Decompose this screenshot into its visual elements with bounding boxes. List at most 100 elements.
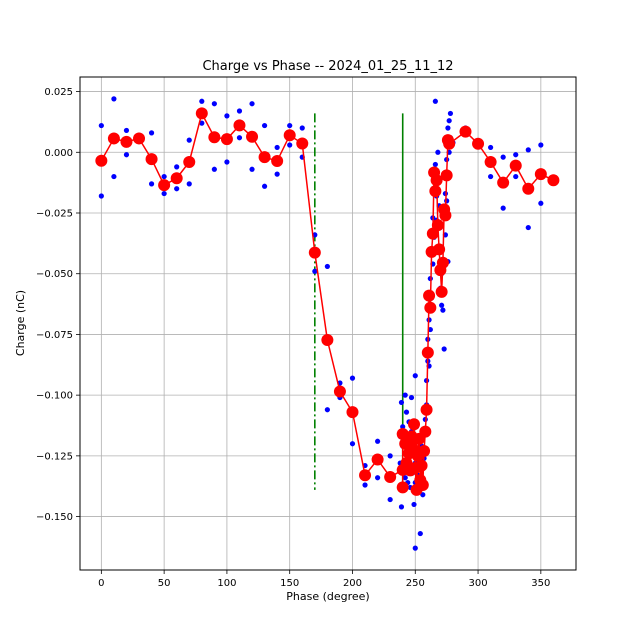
mean-point [415,459,428,472]
raw-point [211,101,217,107]
mean-point [522,182,535,195]
raw-point [500,154,506,160]
mean-point [296,137,309,150]
raw-point [538,200,544,206]
raw-point [98,193,104,199]
raw-point [411,501,417,508]
raw-point [387,496,393,503]
mean-point [443,137,456,150]
mean-point [459,125,472,138]
mean-point [95,154,108,167]
raw-point [261,183,268,189]
y-tick-label: 0.000 [44,148,73,159]
raw-point [211,166,217,172]
raw-point [439,302,445,308]
mean-point [423,289,436,302]
raw-point [525,224,531,231]
raw-point [403,409,410,415]
mean-point [440,169,453,182]
mean-point [435,285,448,298]
x-tick-label: 250 [406,578,425,589]
raw-point [408,394,415,401]
raw-point [412,373,418,379]
mean-point [534,168,547,181]
y-tick-label: −0.150 [36,512,73,523]
mean-point [436,256,449,269]
mean-point [183,156,196,168]
raw-point [249,166,255,172]
mean-point [233,119,246,132]
x-tick-label: 200 [343,578,362,589]
mean-point [195,107,208,120]
raw-point [432,98,438,104]
x-tick-label: 100 [217,578,236,589]
raw-point [435,149,441,155]
raw-point [398,504,405,510]
y-tick-label: −0.100 [36,391,73,402]
y-axis-label: Charge (nC) [14,290,27,356]
x-tick-label: 50 [158,578,171,589]
mean-point [120,135,133,148]
raw-point [123,127,130,134]
mean-point [418,445,431,457]
mean-point [271,155,284,168]
raw-point [111,173,117,180]
mean-point [484,156,497,168]
raw-point [447,110,454,117]
raw-point [349,441,356,447]
mean-point [424,301,437,314]
raw-point [538,142,544,148]
raw-point [312,268,318,274]
y-tick-label: −0.125 [36,451,73,462]
mean-point [359,469,372,482]
raw-point [287,122,293,129]
raw-point [261,122,268,129]
x-tick-label: 350 [531,578,550,589]
x-axis: 0 50 100 150 200 250 300 350 [98,570,550,589]
raw-point [274,171,280,177]
raw-point [98,122,104,129]
raw-point [387,453,393,459]
mean-point [246,130,259,143]
raw-point [400,424,406,430]
raw-point [417,530,423,537]
raw-point [224,113,230,119]
raw-point [161,190,167,197]
raw-point [525,147,531,153]
raw-point [174,164,180,170]
y-tick-label: −0.025 [36,209,73,220]
mean-point [220,133,233,146]
raw-point [274,144,280,151]
x-tick-label: 150 [280,578,299,589]
mean-point [308,246,321,259]
mean-point [430,174,443,187]
x-axis-label: Phase (degree) [286,590,369,603]
raw-point [324,263,330,270]
y-axis: 0.025 0.000 −0.025 −0.050 −0.075 −0.100 −0.125… [36,87,80,523]
mean-point [371,453,384,466]
mean-point [145,153,158,166]
y-tick-label: 0.025 [44,87,73,98]
mean-point [333,385,346,398]
mean-point [170,172,183,185]
mean-point [439,209,452,222]
raw-point [432,161,438,168]
raw-point [199,120,205,126]
raw-point [349,375,356,381]
raw-point [412,545,418,551]
x-tick-label: 300 [469,578,488,589]
mean-point [433,243,446,256]
raw-point [287,142,293,148]
mean-point [509,159,522,172]
mean-point [497,176,510,189]
raw-point [174,186,180,192]
mean-point [396,481,409,494]
raw-point [398,399,405,406]
raw-point [148,181,155,187]
raw-point [420,492,426,498]
raw-point [513,173,519,180]
raw-point [236,108,243,114]
raw-point [199,98,205,104]
